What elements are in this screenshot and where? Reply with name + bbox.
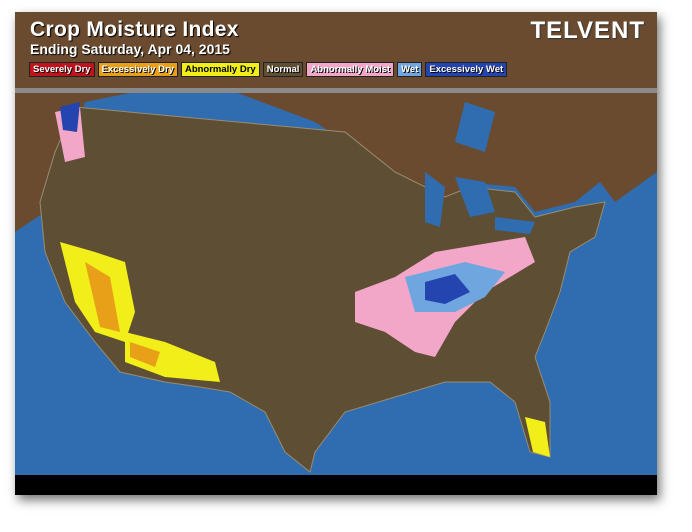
page-subtitle: Ending Saturday, Apr 04, 2015 xyxy=(30,41,230,57)
abnormally-dry-arizona-nm xyxy=(125,332,220,382)
abnormally-dry-florida xyxy=(525,417,550,457)
excessively-wet-kentucky xyxy=(425,274,470,304)
legend: Severely Dry Excessively Dry Abnormally … xyxy=(29,62,508,77)
legend-wet: Wet xyxy=(397,62,423,77)
crop-moisture-map: Crop Moisture Index Ending Saturday, Apr… xyxy=(15,12,657,495)
legend-abnormally-dry: Abnormally Dry xyxy=(180,62,260,77)
legend-normal: Normal xyxy=(262,62,304,77)
header-divider xyxy=(15,88,657,93)
map-canvas xyxy=(15,12,657,495)
excessively-dry-areas xyxy=(85,262,160,367)
legend-abnormally-moist: Abnormally Moist xyxy=(306,62,395,77)
great-lakes xyxy=(425,172,535,234)
telvent-logo: TELVENT xyxy=(530,17,645,44)
legend-excessively-wet: Excessively Wet xyxy=(425,62,508,77)
legend-severely-dry: Severely Dry xyxy=(29,62,95,77)
page-title: Crop Moisture Index xyxy=(30,18,239,41)
hudson-bay xyxy=(455,102,495,152)
legend-excessively-dry: Excessively Dry xyxy=(97,62,178,77)
excessively-wet-northwest xyxy=(60,102,80,132)
footer-bar xyxy=(15,475,657,495)
